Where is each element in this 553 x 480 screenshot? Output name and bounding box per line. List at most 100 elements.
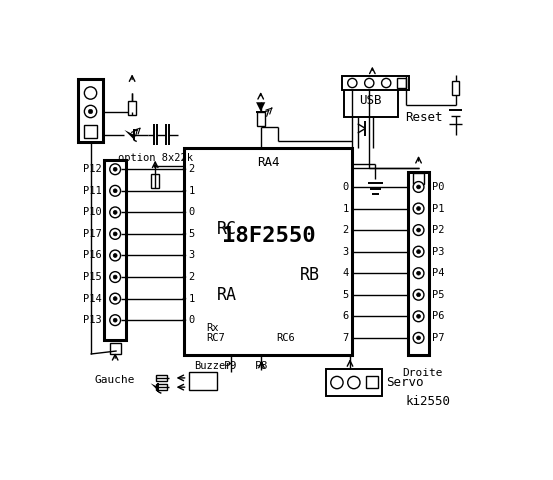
Text: P15: P15 [82, 272, 101, 282]
Circle shape [85, 105, 97, 118]
Circle shape [413, 225, 424, 236]
Bar [344, 84, 398, 117]
Text: 1: 1 [189, 294, 195, 304]
Circle shape [110, 164, 121, 175]
Circle shape [113, 232, 117, 236]
Circle shape [110, 272, 121, 282]
Circle shape [382, 78, 391, 88]
Circle shape [110, 228, 121, 240]
Circle shape [113, 275, 117, 279]
Bar [342, 76, 409, 90]
Text: P10: P10 [82, 207, 101, 217]
Circle shape [416, 314, 420, 318]
Circle shape [413, 181, 424, 192]
Polygon shape [124, 130, 134, 139]
Circle shape [183, 319, 186, 322]
Circle shape [416, 206, 420, 210]
Circle shape [413, 333, 424, 343]
Circle shape [331, 376, 343, 389]
Circle shape [183, 276, 186, 278]
Text: RA4: RA4 [257, 156, 280, 169]
Bar [128, 101, 136, 115]
Circle shape [413, 289, 424, 300]
Circle shape [113, 318, 117, 322]
Text: 1: 1 [342, 204, 348, 214]
Text: 2: 2 [189, 164, 195, 174]
Bar [110, 343, 121, 354]
Circle shape [348, 78, 357, 88]
Text: Droite: Droite [402, 368, 442, 378]
Text: ki2550: ki2550 [405, 395, 451, 408]
Circle shape [416, 271, 420, 275]
Circle shape [183, 232, 186, 236]
Circle shape [85, 87, 97, 99]
Circle shape [416, 228, 420, 232]
Circle shape [113, 253, 117, 257]
Text: 1: 1 [189, 186, 195, 196]
Text: P11: P11 [82, 186, 101, 196]
Bar [408, 171, 429, 355]
Text: P0: P0 [432, 182, 445, 192]
Bar [156, 375, 167, 381]
Circle shape [364, 78, 374, 88]
Bar [326, 369, 382, 396]
Bar [105, 160, 126, 340]
Circle shape [110, 185, 121, 196]
Text: 0: 0 [342, 182, 348, 192]
Circle shape [413, 203, 424, 214]
Circle shape [183, 297, 186, 300]
Text: P5: P5 [432, 290, 445, 300]
Text: P3: P3 [432, 247, 445, 257]
Text: Rx: Rx [206, 323, 218, 333]
Text: P14: P14 [82, 294, 101, 304]
Text: 0: 0 [189, 207, 195, 217]
Circle shape [416, 293, 420, 297]
Text: Reset: Reset [405, 111, 443, 124]
Text: RC: RC [217, 220, 237, 238]
Bar [189, 372, 217, 390]
Bar [78, 79, 103, 142]
Bar [185, 148, 352, 355]
Bar [257, 112, 264, 126]
Circle shape [88, 109, 93, 114]
Text: RC7: RC7 [206, 333, 225, 343]
Circle shape [416, 250, 420, 253]
Text: RB: RB [300, 266, 320, 284]
Text: option 8x22k: option 8x22k [118, 153, 192, 163]
Text: Servo: Servo [386, 376, 424, 389]
Text: P7: P7 [432, 333, 445, 343]
Bar [452, 82, 460, 96]
Bar [397, 78, 406, 88]
Circle shape [348, 376, 360, 389]
Circle shape [416, 336, 420, 340]
Text: P1: P1 [432, 204, 445, 214]
Text: P8: P8 [255, 360, 268, 371]
Text: 0: 0 [189, 315, 195, 325]
Circle shape [113, 297, 117, 300]
Text: RC6: RC6 [276, 333, 295, 343]
Circle shape [416, 185, 420, 189]
Text: USB: USB [359, 94, 382, 107]
Circle shape [183, 189, 186, 192]
Text: 7: 7 [342, 333, 348, 343]
Text: Gauche: Gauche [95, 375, 135, 385]
Circle shape [110, 315, 121, 325]
Circle shape [110, 293, 121, 304]
Bar [152, 174, 159, 188]
Circle shape [413, 311, 424, 322]
Text: P4: P4 [432, 268, 445, 278]
Circle shape [183, 254, 186, 257]
Text: 5: 5 [189, 229, 195, 239]
Circle shape [110, 250, 121, 261]
Circle shape [154, 165, 156, 168]
Text: RA: RA [217, 286, 237, 304]
Polygon shape [150, 384, 158, 391]
Circle shape [183, 168, 186, 171]
Text: P13: P13 [82, 315, 101, 325]
Circle shape [113, 168, 117, 171]
Text: P9: P9 [224, 360, 237, 371]
Text: 2: 2 [342, 225, 348, 235]
Text: 18F2550: 18F2550 [222, 226, 315, 246]
Bar [366, 376, 378, 388]
Text: 6: 6 [342, 312, 348, 321]
